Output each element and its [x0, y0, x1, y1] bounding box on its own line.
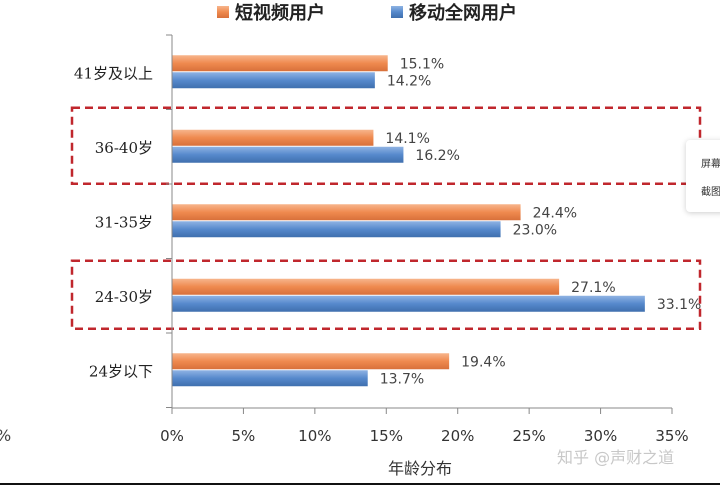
data-label: 24.4% [533, 205, 577, 221]
data-label: 14.1% [385, 131, 429, 147]
bar-mobile [172, 295, 645, 312]
category-label: 31-35岁 [95, 213, 153, 231]
bar-mobile [172, 72, 375, 89]
bar-short-video [172, 353, 450, 370]
x-tick-label: 0% [160, 427, 184, 445]
data-label: 15.1% [400, 56, 444, 72]
data-label: 27.1% [571, 280, 615, 296]
data-label: 16.2% [415, 148, 459, 164]
category-label: 41岁及以上 [74, 64, 153, 82]
screenshot-popup-menu[interactable]: 屏幕 截图 [686, 140, 720, 212]
legend-label-short-video: 短视频用户 [235, 2, 325, 24]
highlight-box [70, 259, 702, 330]
x-tick-label: 5% [232, 427, 256, 445]
bar-short-video [172, 129, 374, 146]
popup-item-screenshot[interactable]: 截图 [701, 187, 720, 198]
bar-short-video [172, 204, 521, 221]
data-label: 23.0% [513, 222, 557, 238]
category-label: 36-40岁 [95, 139, 153, 157]
category-label: 24-30岁 [95, 288, 153, 306]
bar-mobile [172, 146, 404, 163]
x-tick-label: 35% [655, 427, 688, 445]
data-label: 33.1% [657, 297, 701, 313]
left-fragment-text: % [0, 426, 11, 445]
legend-swatch-mobile [391, 6, 403, 18]
bar-mobile [172, 370, 368, 387]
bar-mobile [172, 221, 501, 238]
x-tick-label: 30% [584, 427, 617, 445]
data-label: 14.2% [387, 73, 431, 89]
category-label: 24岁以下 [89, 362, 153, 380]
data-label: 19.4% [461, 354, 505, 370]
bottom-divider [0, 483, 720, 485]
bar-short-video [172, 278, 560, 295]
bar-short-video [172, 55, 388, 72]
popup-item-screen[interactable]: 屏幕 [701, 159, 720, 170]
x-tick-label: 10% [298, 427, 331, 445]
watermark: 知乎 @声财之道 [557, 448, 675, 467]
x-tick-label: 15% [370, 427, 403, 445]
x-axis-title: 年龄分布 [388, 459, 452, 478]
data-label: 13.7% [380, 371, 424, 387]
legend: 短视频用户 移动全网用户 [217, 2, 517, 24]
x-tick-label: 20% [441, 427, 474, 445]
legend-label-mobile: 移动全网用户 [409, 2, 517, 24]
x-tick-label: 25% [512, 427, 545, 445]
legend-swatch-short-video [217, 6, 229, 18]
